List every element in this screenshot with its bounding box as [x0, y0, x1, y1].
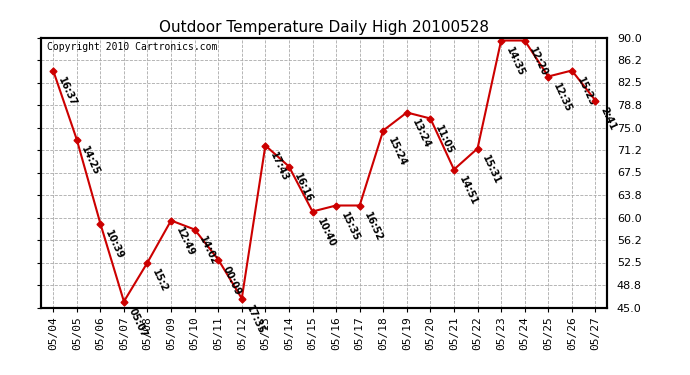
Text: 17:43: 17:43	[268, 150, 290, 183]
Text: 2:41: 2:41	[598, 105, 618, 132]
Text: 16:37: 16:37	[56, 75, 78, 108]
Text: 12:49: 12:49	[174, 225, 196, 258]
Text: 14:51: 14:51	[457, 174, 479, 207]
Text: 10:40: 10:40	[315, 216, 337, 249]
Text: 16:16: 16:16	[292, 171, 314, 204]
Text: 15:35: 15:35	[339, 210, 361, 243]
Text: 00:09: 00:09	[221, 264, 243, 297]
Text: 11:05: 11:05	[433, 123, 455, 156]
Text: Copyright 2010 Cartronics.com: Copyright 2010 Cartronics.com	[47, 42, 217, 51]
Text: 15:31: 15:31	[480, 153, 502, 186]
Text: 13:24: 13:24	[410, 117, 432, 150]
Text: 15:23: 15:23	[575, 75, 597, 108]
Title: Outdoor Temperature Daily High 20100528: Outdoor Temperature Daily High 20100528	[159, 20, 489, 35]
Text: 16:52: 16:52	[362, 210, 384, 243]
Text: 14:35: 14:35	[504, 45, 526, 78]
Text: 05:07: 05:07	[127, 306, 149, 339]
Text: 14:25: 14:25	[79, 144, 101, 177]
Text: 17:35: 17:35	[245, 303, 267, 336]
Text: 10:39: 10:39	[104, 228, 126, 261]
Text: 12:35: 12:35	[551, 81, 573, 114]
Text: 14:02: 14:02	[197, 234, 219, 267]
Text: 12:20: 12:20	[528, 45, 550, 78]
Text: 15:24: 15:24	[386, 135, 408, 168]
Text: 15:2: 15:2	[150, 267, 170, 294]
